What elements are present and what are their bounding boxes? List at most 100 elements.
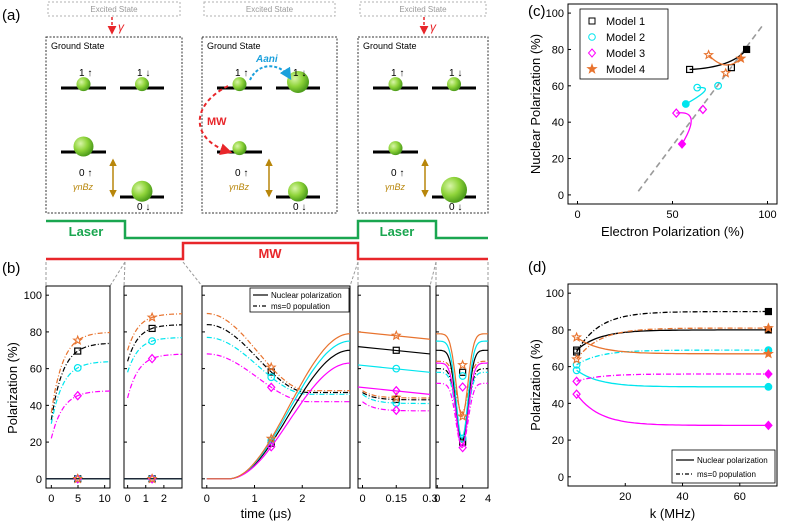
b-nuclear-marker-model3 [391,385,401,396]
panel-label-a: (a) [2,7,20,24]
d-ytick: 80 [552,325,564,337]
b-ytick: 0 [36,474,42,486]
b-marker-model3 [147,353,157,364]
b-subpanel-frame [435,285,489,489]
population-1down [447,77,461,92]
d-ytick: 60 [552,362,564,374]
d-nuclear-start-model1 [572,346,581,354]
b-marker-model4 [72,334,84,346]
b-pop-curve-model3 [362,401,430,412]
d-nuclear-curve-model3 [576,393,769,427]
label-0up: 0 ↑ [391,168,404,179]
c-point-model3 [677,139,687,149]
b-marker-model3 [266,382,276,393]
b-subpanel-3: 0 1 2 Nuclear polarization ms=0 population [201,285,351,505]
b-nuclear-marker-model4 [390,329,402,341]
population-0down [441,176,467,203]
population-1up [388,77,403,92]
c-ytick: 40 [552,117,564,129]
excited-state-box [47,1,181,17]
b-nuclear-marker-model4 [265,432,277,444]
b-nuclear-dip-marker-model4 [457,410,469,422]
b-xtick: 0 [204,493,210,505]
b-legend-box [249,287,350,313]
excited-state-box [203,1,336,17]
b-pop-curve-model1 [50,342,111,421]
population-1up [232,77,247,92]
b-legend-nuclear: Nuclear polarization [271,291,342,300]
d-xtick: 60 [734,491,746,503]
b-xtick: 0 [359,493,365,505]
d-pop-start-model3 [572,376,581,387]
zeeman-label: γnBz [73,182,94,192]
d-nuclear-end-model4 [762,348,774,359]
b-pop-dip-marker-model1 [459,368,467,376]
label-0down: 0 ↓ [449,202,462,213]
b-ytick: 60 [30,364,42,376]
d-frame [567,283,778,487]
label-1down: 1 ↓ [137,68,150,79]
b-ytick: 100 [24,290,42,302]
d-ytick: 100 [546,288,564,300]
b-subpanel-frame [357,285,431,489]
c-ytick: 80 [552,44,564,56]
b-pop-curve-model2 [362,393,430,405]
mw-label: MW [258,246,282,261]
connector-line [109,261,126,287]
b-pop-curve-model3 [206,353,350,403]
d-nuclear-start-model4 [571,331,583,342]
b-subpanel-5: 0 2 4 [434,285,491,505]
level-box-3: Excited State Ground State 1 ↑ 1 ↓ 0 ↑ 0 ↓ γnB… [357,1,489,214]
ground-state-label: Ground State [207,41,261,51]
c-ytick: 100 [546,8,564,20]
b-xtick: 2 [161,493,167,505]
b-marker-model2 [267,373,276,382]
aani-label: Aani [255,54,278,65]
b-xtick: 0 [125,493,131,505]
b-xtick: 2 [299,493,305,505]
d-pop-curve-model2 [576,349,769,366]
d-ylabel: Polarization (%) [528,339,543,431]
b-pop-dip-marker-model3 [458,382,467,392]
b-marker-model1 [148,324,156,333]
c-ytick: 20 [552,154,564,166]
mw-trace [46,241,488,261]
c-legend-label-model2: Model 2 [606,32,645,44]
b-marker-model2 [148,337,156,345]
laser-trace [46,219,488,240]
b-xtick: 0 [48,493,54,505]
b-nuclear-curve-model4 [206,333,351,480]
b-xtick: 0.15 [386,493,407,505]
ground-state-box [201,36,338,214]
mw-transition-label: MW [207,116,227,128]
ground-state-label: Ground State [51,41,105,51]
b-nuclear-marker-model2 [267,436,276,445]
d-nuclear-end-model3 [764,420,773,431]
laser-label-2: Laser [380,224,415,239]
b-nuclear-marker-model3 [266,441,276,452]
b-marker-model4 [146,311,158,323]
connector-line [429,261,437,287]
label-1down: 1 ↓ [449,68,462,79]
b-marker-model1 [392,395,400,404]
d-legend-nuclear: Nuclear polarization [697,456,768,465]
label-1up: 1 ↑ [391,68,404,79]
b-xtick: 5 [75,493,81,505]
b-pop-curve-model2 [206,336,350,395]
b-xlabel: time (μs) [241,506,292,521]
d-nuclear-curve-model2 [576,369,769,388]
c-point-model3 [698,104,708,115]
label-1up: 1 ↑ [79,68,92,79]
b-pop-curve-model4 [362,390,430,399]
c-point-model2 [681,100,690,108]
b-nuclear-dip-model4 [436,333,488,418]
excited-state-box [359,1,487,17]
aani-arrow [249,65,292,81]
b-xtick: 1 [251,493,257,505]
c-ylabel: Nuclear Polarization (%) [528,34,543,174]
d-xtick: 20 [619,491,631,503]
c-legend-label-model1: Model 1 [606,16,645,28]
b-ytick: 40 [30,400,42,412]
b-pop-curve-model4 [50,331,110,413]
